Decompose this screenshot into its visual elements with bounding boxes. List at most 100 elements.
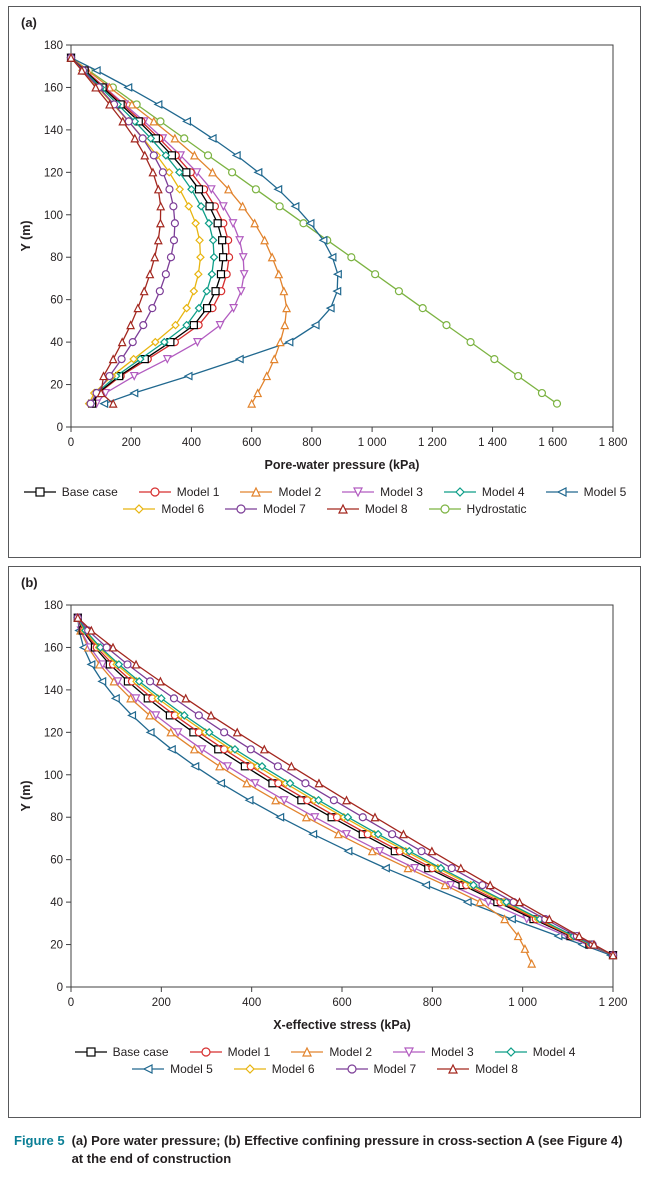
panel-a: (a) 0 200 400 600 800 1 000 1 200 1 400 1 600 1 8… bbox=[8, 6, 641, 558]
triangle-up-marker bbox=[76, 65, 86, 75]
legend-marker-sample bbox=[545, 487, 578, 497]
circle-marker bbox=[227, 168, 236, 177]
circle-marker bbox=[513, 371, 522, 381]
triangle-up-marker bbox=[117, 116, 127, 126]
diamond-marker bbox=[209, 252, 218, 262]
x-tick-label: 600 bbox=[242, 437, 261, 449]
legend-item-base-case: Base case bbox=[74, 1045, 169, 1059]
legend-label: Model 7 bbox=[373, 1062, 417, 1076]
triangle-up-marker bbox=[149, 252, 159, 262]
diamond-marker bbox=[174, 184, 184, 194]
triangle-left-marker bbox=[142, 1064, 153, 1074]
legend-item-model-7: Model 7 bbox=[335, 1062, 417, 1076]
triangle-left-marker bbox=[342, 846, 352, 856]
series-model-3 bbox=[66, 53, 249, 409]
triangle-left-marker bbox=[85, 659, 95, 669]
diamond-marker bbox=[181, 320, 191, 330]
triangle-up-marker bbox=[589, 939, 599, 949]
diamond-marker bbox=[189, 286, 198, 296]
triangle-down-marker bbox=[404, 1047, 414, 1058]
triangle-left-marker bbox=[122, 82, 132, 92]
triangle-up-marker bbox=[139, 150, 149, 160]
triangle-up-marker bbox=[259, 235, 269, 245]
legend-item-hydrostatic: Hydrostatic bbox=[428, 502, 527, 516]
diamond-marker bbox=[156, 694, 166, 703]
panel-a-legend: Base case Model 1 Model 2 Model 3 Model 4 Mod… bbox=[9, 485, 640, 516]
triangle-up-marker bbox=[214, 761, 224, 771]
y-tick-label: 0 bbox=[56, 422, 62, 434]
series-model-8 bbox=[72, 612, 617, 960]
legend-marker-sample bbox=[123, 504, 156, 514]
legend-marker-sample bbox=[189, 1047, 222, 1057]
triangle-left-marker bbox=[145, 727, 155, 737]
series-model-5 bbox=[65, 53, 342, 409]
diamond-marker bbox=[455, 487, 465, 497]
triangle-left-marker bbox=[332, 269, 342, 279]
triangle-left-marker bbox=[152, 99, 162, 109]
circle-marker bbox=[329, 796, 338, 805]
triangle-left-marker bbox=[283, 337, 293, 347]
triangle-left-marker bbox=[553, 931, 562, 941]
triangle-down-marker bbox=[222, 762, 232, 772]
triangle-up-marker bbox=[261, 371, 271, 381]
triangle-up-marker bbox=[189, 744, 199, 754]
legend-item-model-7: Model 7 bbox=[224, 502, 306, 516]
panel-b-legend: Base case Model 1 Model 2 Model 3 Model 4 Mod… bbox=[9, 1045, 640, 1076]
triangle-left-marker bbox=[183, 371, 193, 381]
y-tick-label: 180 bbox=[43, 40, 62, 52]
square-marker bbox=[218, 253, 227, 262]
triangle-down-marker bbox=[218, 202, 228, 212]
triangle-up-marker bbox=[126, 99, 136, 109]
diamond-marker bbox=[436, 863, 445, 873]
diamond-marker bbox=[285, 778, 294, 788]
triangle-up-marker bbox=[155, 676, 165, 686]
triangle-down-marker bbox=[353, 487, 364, 498]
triangle-up-marker bbox=[544, 914, 554, 924]
y-tick-label: 60 bbox=[50, 855, 63, 867]
series-model-1 bbox=[73, 613, 617, 960]
circle-marker bbox=[489, 354, 498, 364]
triangle-left-marker bbox=[98, 399, 108, 409]
legend-marker-sample bbox=[342, 487, 375, 498]
x-tick-label: 1 200 bbox=[598, 997, 627, 1009]
x-tick-label: 0 bbox=[67, 997, 73, 1009]
x-tick-label: 200 bbox=[151, 997, 170, 1009]
x-tick-label: 1 000 bbox=[508, 997, 537, 1009]
chart-svg: 0 200 400 600 800 1 000 1 200 0 20 40 60 80 100 120 14… bbox=[19, 600, 627, 1032]
series-model-2 bbox=[72, 612, 536, 968]
circle-marker bbox=[300, 779, 310, 788]
triangle-up-marker bbox=[98, 371, 108, 381]
circle-marker bbox=[447, 864, 456, 873]
y-tick-label: 160 bbox=[43, 82, 62, 94]
diamond-marker bbox=[208, 235, 217, 245]
triangle-up-marker bbox=[147, 167, 157, 177]
triangle-left-marker bbox=[110, 693, 120, 703]
triangle-up-marker bbox=[72, 612, 82, 622]
y-tick-label: 140 bbox=[43, 125, 62, 137]
triangle-up-marker bbox=[526, 958, 536, 968]
diamond-marker bbox=[190, 218, 200, 228]
triangle-up-marker bbox=[155, 201, 165, 211]
triangle-left-marker bbox=[331, 286, 341, 296]
diamond-marker bbox=[161, 151, 170, 160]
legend-item-model-3: Model 3 bbox=[341, 485, 423, 499]
triangle-left-marker bbox=[327, 252, 336, 262]
triangle-up-marker bbox=[108, 354, 118, 364]
x-tick-label: 800 bbox=[422, 997, 441, 1009]
triangle-up-marker bbox=[341, 795, 351, 805]
circle-marker bbox=[138, 134, 147, 143]
legend-label: Model 2 bbox=[278, 485, 322, 499]
triangle-up-marker bbox=[189, 150, 199, 160]
diamond-marker bbox=[194, 235, 204, 245]
diamond-marker bbox=[170, 320, 180, 330]
triangle-down-marker bbox=[234, 236, 244, 246]
legend-marker-sample bbox=[443, 487, 476, 497]
diamond-marker bbox=[129, 117, 139, 126]
triangle-left-marker bbox=[96, 676, 106, 686]
triangle-left-marker bbox=[189, 761, 199, 771]
triangle-up-marker bbox=[608, 950, 617, 960]
triangle-left-marker bbox=[91, 65, 101, 75]
triangle-left-marker bbox=[556, 487, 567, 497]
y-tick-label: 180 bbox=[43, 600, 62, 612]
circle-marker bbox=[85, 399, 95, 408]
